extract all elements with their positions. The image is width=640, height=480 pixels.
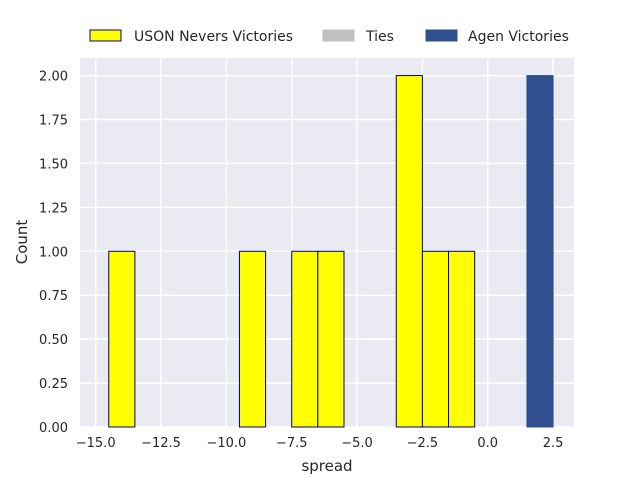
x-axis-label: spread <box>301 457 352 475</box>
bar <box>238 250 267 428</box>
bar <box>526 75 554 428</box>
bar <box>108 250 136 428</box>
bar <box>317 250 345 428</box>
bar <box>448 250 476 428</box>
legend-label: Agen Victories <box>468 29 569 45</box>
legend-swatch <box>89 29 122 42</box>
y-axis-label: Count <box>13 220 31 265</box>
bars-group <box>108 75 554 428</box>
bar <box>421 250 450 428</box>
y-tick-label: 0.00 <box>39 421 68 436</box>
legend: USON Nevers Victories Ties Agen Victories <box>89 29 569 45</box>
y-tick-label: 2.00 <box>39 70 68 85</box>
legend-swatch <box>425 29 458 42</box>
y-tick-labels: 0.00 0.25 0.50 0.75 1.00 1.25 1.50 1.75 2.00 <box>39 70 68 436</box>
x-tick-label: −5.0 <box>341 436 373 451</box>
x-tick-label: 0.0 <box>477 436 498 451</box>
x-tick-labels: −15.0 −12.5 −10.0 −7.5 −5.0 −2.5 0.0 2.5 <box>76 436 564 451</box>
x-tick-label: −15.0 <box>76 436 116 451</box>
y-tick-label: 0.75 <box>39 289 68 304</box>
y-tick-label: 1.00 <box>39 245 68 260</box>
x-tick-label: 2.5 <box>543 436 564 451</box>
y-tick-label: 0.50 <box>39 333 68 348</box>
bar <box>291 250 319 428</box>
legend-label: Ties <box>365 29 394 45</box>
y-tick-label: 0.25 <box>39 377 68 392</box>
bar <box>395 75 423 428</box>
x-tick-label: −2.5 <box>407 436 439 451</box>
x-tick-label: −10.0 <box>206 436 246 451</box>
legend-label: USON Nevers Victories <box>134 29 293 45</box>
y-tick-label: 1.75 <box>39 114 68 129</box>
x-tick-label: −7.5 <box>276 436 308 451</box>
x-tick-label: −12.5 <box>141 436 181 451</box>
y-tick-label: 1.25 <box>39 201 68 216</box>
legend-swatch <box>322 29 355 42</box>
y-tick-label: 1.50 <box>39 157 68 172</box>
